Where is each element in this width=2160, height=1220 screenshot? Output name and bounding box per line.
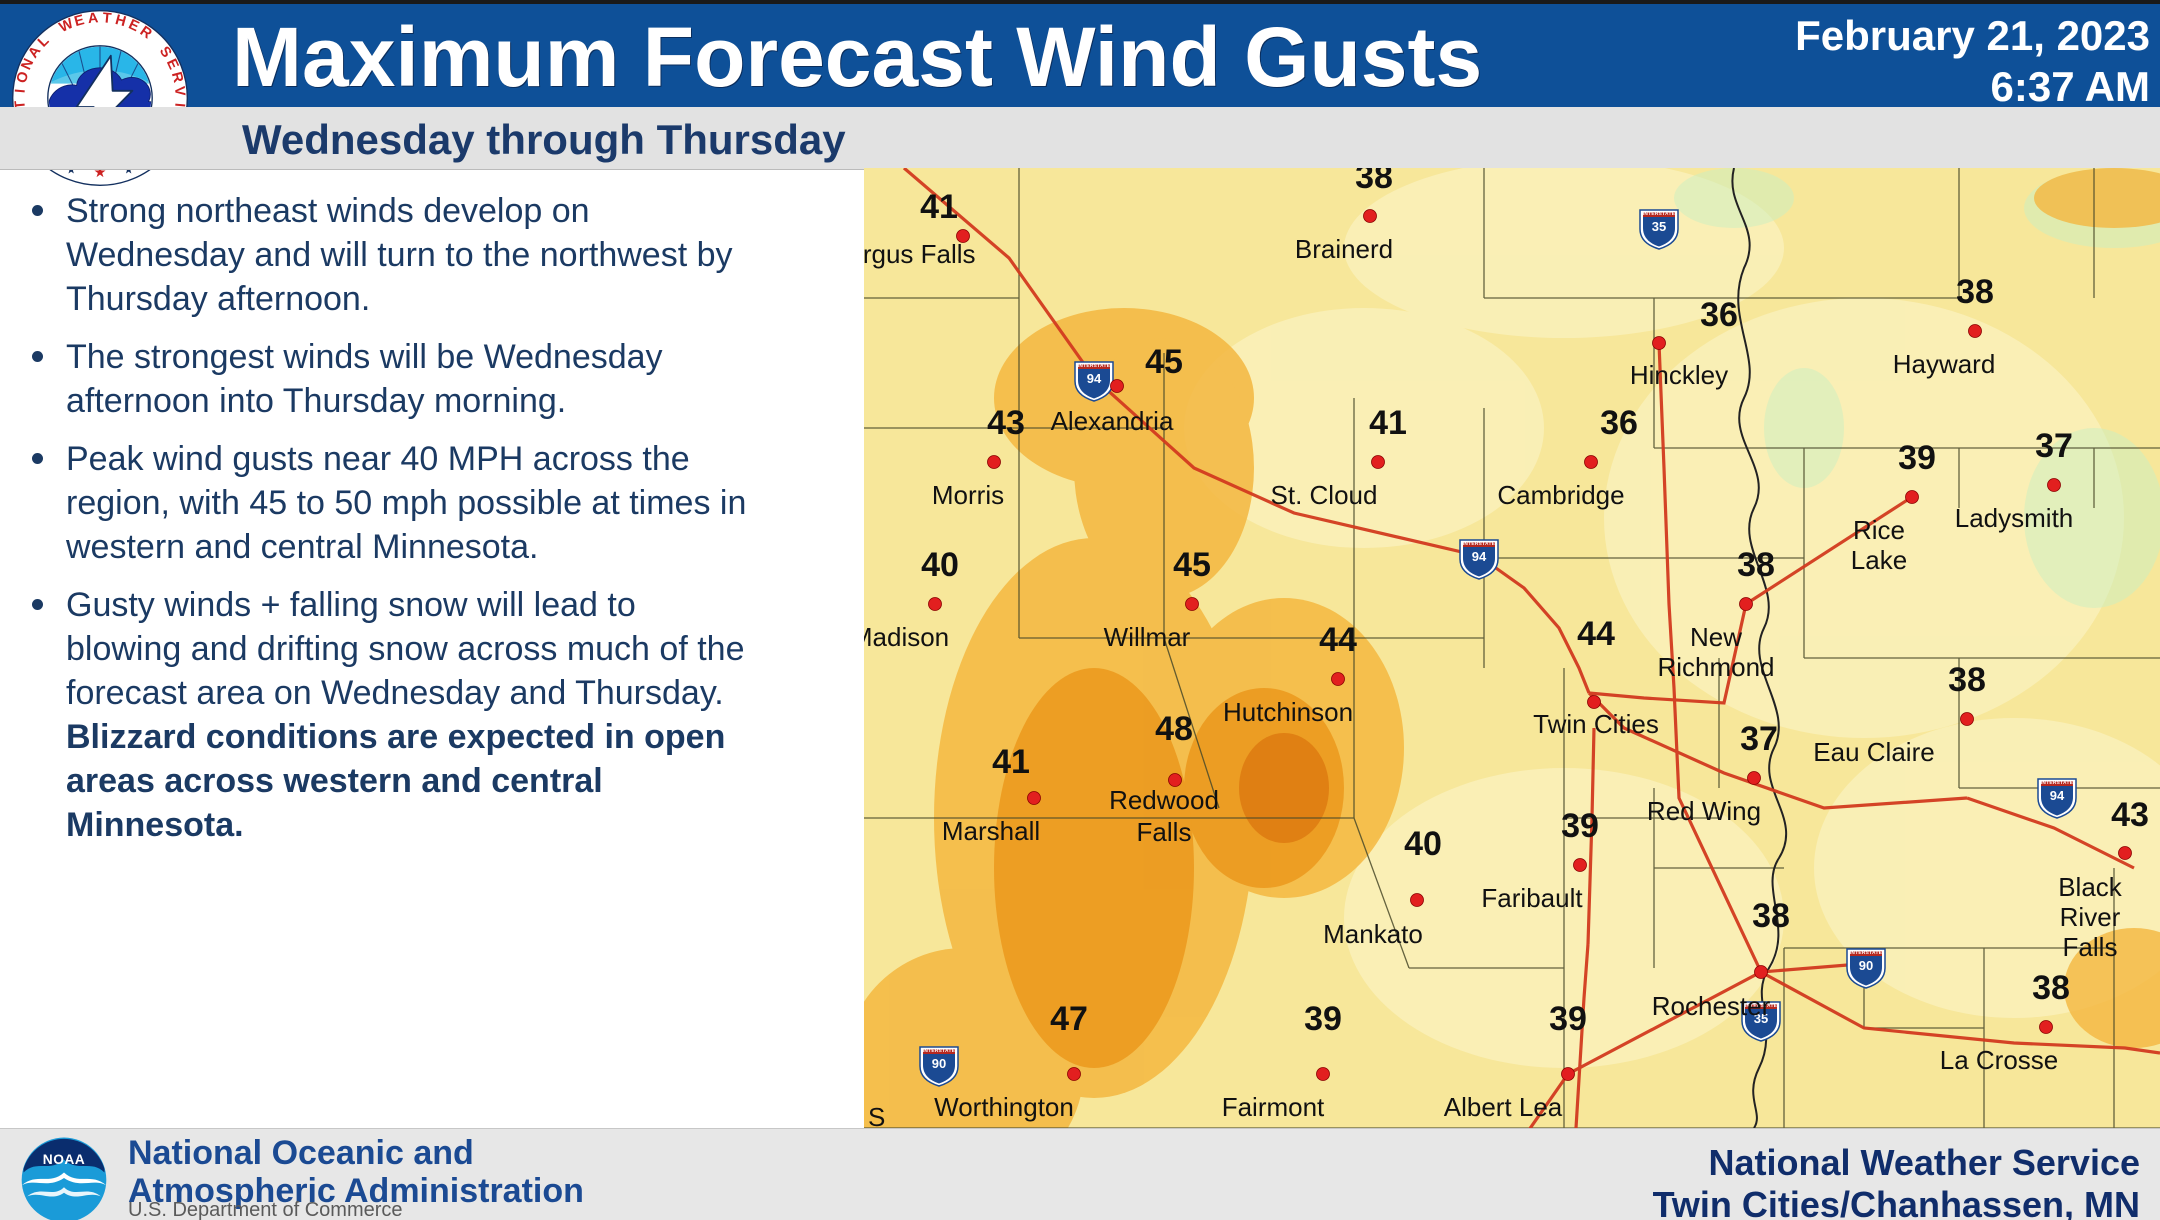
svg-text:35: 35 (1652, 219, 1666, 234)
svg-text:New: New (1690, 622, 1742, 652)
svg-text:Fergus Falls: Fergus Falls (864, 239, 976, 269)
svg-text:Red Wing: Red Wing (1647, 796, 1761, 826)
svg-text:44: 44 (1319, 621, 1357, 659)
svg-text:43: 43 (2111, 796, 2149, 834)
svg-text:38: 38 (1752, 897, 1790, 935)
svg-text:River: River (2060, 902, 2121, 932)
svg-text:39: 39 (1898, 439, 1936, 477)
svg-text:V: V (171, 86, 188, 97)
svg-text:Willmar: Willmar (1104, 622, 1191, 652)
svg-text:Marshall: Marshall (942, 816, 1040, 846)
svg-text:39: 39 (1561, 807, 1599, 845)
svg-text:Faribault: Faribault (1481, 883, 1583, 913)
svg-text:45: 45 (1145, 343, 1183, 381)
svg-text:39: 39 (1549, 1000, 1587, 1038)
svg-text:90: 90 (1859, 958, 1873, 973)
svg-text:Twin Cities: Twin Cities (1533, 709, 1659, 739)
svg-text:NOAA: NOAA (43, 1152, 85, 1167)
svg-text:38: 38 (2032, 969, 2070, 1007)
svg-text:La Crosse: La Crosse (1940, 1045, 2059, 1075)
svg-text:36: 36 (1700, 296, 1738, 334)
svg-text:Rice: Rice (1853, 515, 1905, 545)
svg-text:94: 94 (2050, 788, 2065, 803)
svg-text:37: 37 (2035, 427, 2073, 465)
svg-text:Albert Lea: Albert Lea (1444, 1092, 1563, 1122)
svg-text:Madison: Madison (864, 622, 949, 652)
svg-text:Falls: Falls (2063, 932, 2118, 962)
svg-text:T: T (102, 10, 112, 27)
svg-text:Ladysmith: Ladysmith (1955, 503, 2074, 533)
svg-text:Fairmont: Fairmont (1222, 1092, 1325, 1122)
svg-text:40: 40 (1404, 825, 1442, 863)
svg-text:36: 36 (1600, 404, 1638, 442)
svg-text:90: 90 (932, 1056, 946, 1071)
svg-text:38: 38 (1948, 661, 1986, 699)
svg-text:Richmond: Richmond (1657, 652, 1774, 682)
svg-text:Rochester: Rochester (1652, 991, 1771, 1021)
svg-text:Redwood: Redwood (1109, 785, 1219, 815)
svg-text:St. Cloud: St. Cloud (1271, 480, 1378, 510)
svg-text:41: 41 (992, 743, 1030, 781)
svg-text:Falls: Falls (1137, 817, 1192, 847)
svg-text:38: 38 (1737, 546, 1775, 584)
svg-text:Hayward: Hayward (1893, 349, 1996, 379)
svg-text:Hinckley: Hinckley (1630, 360, 1728, 390)
svg-text:A: A (87, 10, 99, 27)
svg-text:44: 44 (1577, 615, 1615, 653)
svg-text:41: 41 (1369, 404, 1407, 442)
svg-text:Worthington: Worthington (934, 1092, 1074, 1122)
svg-text:Cambridge: Cambridge (1497, 480, 1624, 510)
svg-text:43: 43 (987, 404, 1025, 442)
svg-text:38: 38 (1956, 273, 1994, 311)
svg-text:Alexandria: Alexandria (1051, 406, 1174, 436)
svg-text:Eau Claire: Eau Claire (1813, 737, 1934, 767)
svg-text:Hutchinson: Hutchinson (1223, 697, 1353, 727)
svg-text:41: 41 (920, 188, 958, 226)
svg-text:Morris: Morris (932, 480, 1004, 510)
svg-text:Brainerd: Brainerd (1295, 234, 1393, 264)
svg-text:Mankato: Mankato (1323, 919, 1423, 949)
svg-text:94: 94 (1087, 371, 1102, 386)
svg-text:40: 40 (921, 546, 959, 584)
svg-text:Lake: Lake (1851, 545, 1907, 575)
svg-text:37: 37 (1740, 720, 1778, 758)
svg-text:39: 39 (1304, 1000, 1342, 1038)
svg-text:48: 48 (1155, 710, 1193, 748)
svg-text:38: 38 (1355, 168, 1393, 196)
svg-text:47: 47 (1050, 1000, 1088, 1038)
svg-text:45: 45 (1173, 546, 1211, 584)
svg-text:Black: Black (2058, 872, 2123, 902)
svg-text:94: 94 (1472, 549, 1487, 564)
svg-text:S: S (868, 1102, 885, 1128)
